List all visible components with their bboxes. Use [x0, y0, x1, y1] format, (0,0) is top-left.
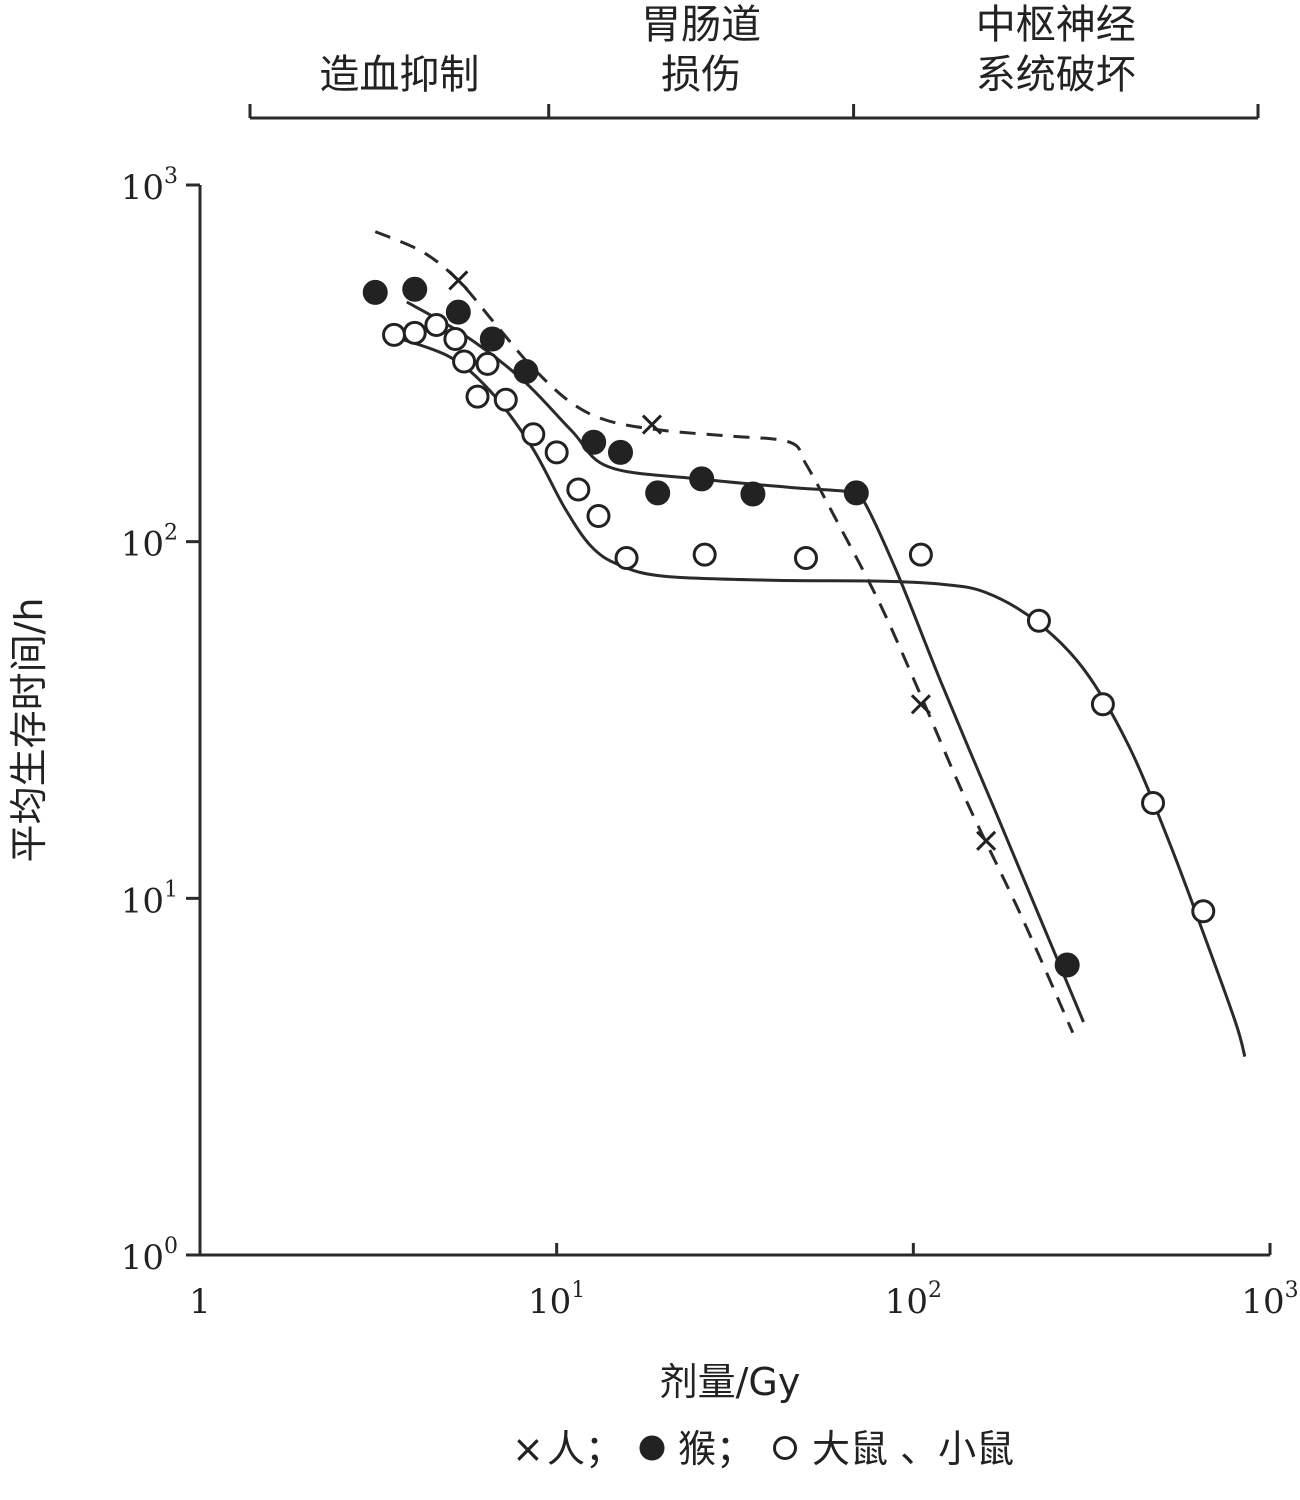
point-rodent	[1141, 791, 1166, 816]
point-human	[641, 414, 663, 435]
point-monkey	[645, 480, 671, 506]
x-tick-label: 103	[1241, 1278, 1298, 1322]
point-rodent	[402, 320, 427, 345]
data-points	[362, 270, 1216, 978]
x-tick-label: 101	[528, 1278, 585, 1322]
point-human	[910, 694, 931, 715]
point-monkey	[445, 299, 471, 325]
legend-monkey-label: 猴；	[678, 1427, 754, 1471]
x-axis-title: 剂量/Gy	[660, 1360, 801, 1404]
x-tick-label: 1	[189, 1282, 211, 1322]
phase-label: 系统破坏	[976, 52, 1136, 98]
phase-label: 损伤	[661, 52, 741, 98]
y-axis-title: 平均生存时间/h	[7, 598, 51, 863]
point-rodent	[424, 313, 449, 338]
legend: × 人； 猴； 大鼠 、小鼠	[512, 1427, 1014, 1471]
point-rodent	[692, 542, 717, 567]
point-monkey	[1054, 952, 1080, 978]
legend-rodent-marker	[773, 1436, 797, 1460]
x-tick-label: 102	[885, 1278, 942, 1322]
point-monkey	[740, 481, 766, 507]
point-rodent	[1090, 692, 1115, 717]
point-rodent	[566, 477, 591, 502]
point-monkey	[513, 358, 539, 384]
y-tick-label: 102	[121, 521, 178, 565]
phase-label: 中枢神经	[976, 2, 1136, 48]
point-rodent	[493, 387, 518, 412]
point-monkey	[689, 466, 715, 492]
point-monkey	[402, 276, 428, 302]
point-rodent	[1191, 899, 1216, 924]
point-rodent	[544, 440, 569, 465]
point-rodent	[1026, 608, 1051, 633]
curve-human	[374, 230, 1075, 1034]
point-human	[976, 830, 997, 851]
point-rodent	[614, 545, 639, 570]
phase-label: 造血抑制	[319, 52, 479, 98]
point-rodent	[475, 351, 500, 376]
axes: 100 101 102 103 1 101 102 103 剂量/Gy 平均生存时间/h	[7, 164, 1299, 1404]
point-monkey	[843, 480, 869, 506]
point-rodent	[521, 422, 546, 447]
point-rodent	[465, 384, 490, 409]
phase-label: 胃肠道	[641, 2, 761, 48]
point-rodent	[793, 545, 818, 570]
point-rodent	[382, 322, 407, 347]
point-monkey	[608, 439, 634, 465]
point-rodent	[443, 327, 468, 352]
y-tick-label: 100	[121, 1234, 178, 1278]
y-tick-label: 101	[121, 877, 178, 921]
point-monkey	[581, 429, 607, 455]
y-tick-label: 103	[121, 164, 178, 208]
point-monkey	[362, 279, 388, 305]
legend-x-symbol: ×	[512, 1427, 544, 1471]
curve-rodent	[393, 335, 1247, 1057]
legend-human-label: 人；	[547, 1427, 623, 1471]
curves	[374, 230, 1247, 1057]
point-rodent	[586, 504, 611, 529]
legend-monkey-marker	[639, 1435, 665, 1461]
point-monkey	[479, 326, 505, 352]
point-rodent	[908, 542, 933, 567]
point-human	[448, 270, 469, 291]
legend-rodent-label: 大鼠 、小鼠	[812, 1427, 1014, 1471]
point-rodent	[452, 349, 477, 374]
